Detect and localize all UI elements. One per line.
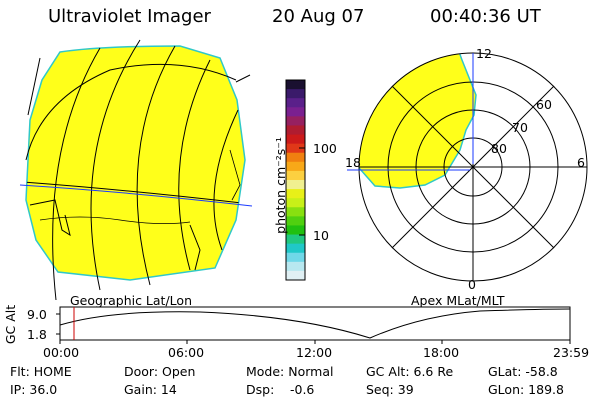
colorbar-segment [286,180,305,190]
xtick-0000: 00:00 [43,345,80,360]
xtick-1200: 12:00 [296,345,333,360]
altitude-ytick-9: 9.0 [27,307,47,322]
mlat-label-60: 60 [536,97,552,112]
status-glon: GLon: 189.8 [488,382,564,397]
colorbar-segment [286,125,305,136]
colorbar-segment [286,134,305,145]
left-map-caption: Geographic Lat/Lon [70,293,192,308]
colorbar-segment [286,98,305,108]
status-gc-alt: GC Alt: 6.6 Re [366,364,454,379]
header-time: 00:40:36 UT [430,6,541,27]
header-date: 20 Aug 07 [272,6,365,27]
latitude-line [26,181,245,205]
colorbar-segment [286,89,305,99]
status-dsp-label: Dsp: [246,382,275,397]
colorbar-segment [286,225,305,236]
altitude-ylabel: GC Alt [3,304,19,345]
status-gain: Gain: 14 [124,382,177,397]
mlat-label-70: 70 [512,120,528,135]
right-map-caption: Apex MLat/MLT [411,293,505,308]
colorbar-segment [286,216,305,226]
colorbar-segment [286,170,305,181]
colorbar-segment [286,234,305,245]
colorbar-segment [286,207,305,217]
altitude-ytick-1-8: 1.8 [27,327,47,342]
status-mode: Mode: Normal [246,364,334,379]
colorbar-segment [286,107,305,117]
xtick-2359: 23:59 [553,345,590,360]
mlt-label-12: 12 [476,46,492,61]
uv-emission-left [25,45,246,281]
app-title: Ultraviolet Imager [48,6,211,27]
status-seq: Seq: 39 [366,382,414,397]
colorbar [285,79,306,281]
xtick-0600: 06:00 [168,345,205,360]
colorbar-segment [286,152,305,163]
altitude-plot [56,306,571,344]
colorbar-segment [286,189,305,199]
colorbar-ticks [299,147,305,236]
colorbar-segment [286,143,305,154]
colorbar-segment [286,261,305,272]
status-dsp-value: -0.6 [290,382,315,397]
colorbar-segment [286,116,305,126]
mlt-label-6: 6 [577,155,585,170]
colorbar-segment [286,270,305,281]
status-glat: GLat: -58.8 [488,364,558,379]
mlat-label-80: 80 [491,141,507,156]
colorbar-tick-10: 10 [313,228,329,243]
xtick-1800: 18:00 [423,345,460,360]
colorbar-label: photon cm⁻²s⁻¹ [272,137,288,234]
colorbar-segment [286,80,305,90]
magnetic-polar-map [347,52,588,282]
status-door: Door: Open [124,364,196,379]
colorbar-segment [286,243,305,254]
status-flight: Flt: HOME [10,364,72,379]
meridian-line [52,47,101,301]
colorbar-tick-100: 100 [313,141,337,156]
geographic-map [19,39,253,301]
colorbar-segment [286,161,305,172]
colorbar-frame [285,79,306,281]
colorbar-segment [286,252,305,263]
mlt-label-0: 0 [468,277,476,292]
mlt-label-18: 18 [345,155,361,170]
status-ip: IP: 36.0 [10,382,58,397]
colorbar-segment [286,198,305,208]
altitude-curve [59,308,571,339]
